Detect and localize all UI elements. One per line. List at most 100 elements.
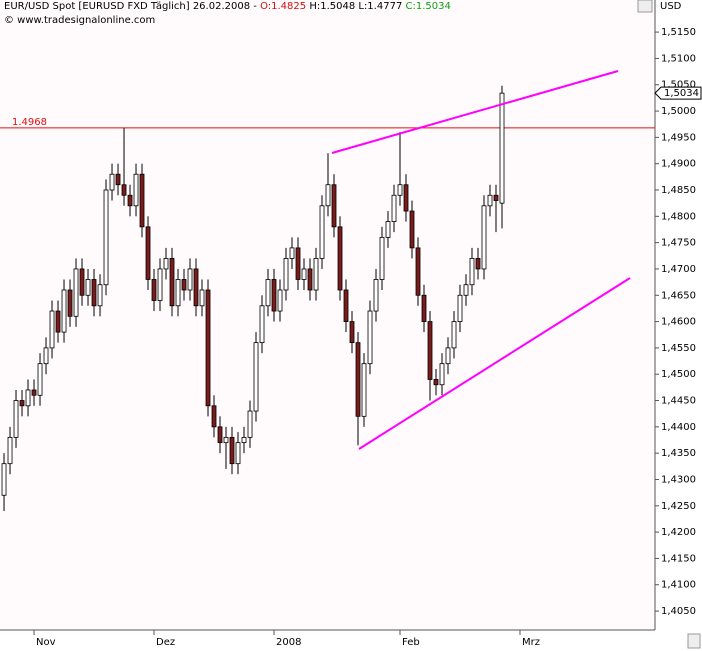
candle-body: [445, 347, 451, 365]
candle-body: [193, 268, 199, 307]
candle-body: [403, 184, 409, 212]
y-tick-label: 1,4900: [661, 159, 696, 170]
candle-body: [25, 389, 31, 407]
chart-title: EUR/USD Spot [EURUSD FXD Täglich] 26.02.…: [4, 1, 451, 12]
y-tick-label: 1,4700: [661, 264, 696, 275]
candle-body: [205, 289, 211, 407]
y-tick-label: 1,5150: [661, 27, 696, 38]
candle-body: [79, 268, 85, 296]
candle-body: [31, 389, 37, 396]
x-tick-label: Feb: [402, 637, 420, 648]
candle-body: [163, 258, 169, 270]
y-tick-label: 1,4450: [661, 396, 696, 407]
candle-body: [325, 184, 331, 207]
candle-body: [241, 436, 247, 444]
x-tick-label: Nov: [36, 637, 56, 648]
button[interactable]: [637, 0, 653, 13]
title: EUR/USD Spot [EURUSD FXD Täglich] 26.02.…: [4, 1, 257, 12]
candle-body: [139, 173, 145, 228]
candle-body: [295, 247, 301, 280]
candle-body: [55, 310, 61, 333]
candle-body: [499, 92, 505, 204]
last-price-label: 1,5034: [664, 88, 699, 99]
y-axis-panel: [655, 0, 702, 651]
candle-body: [379, 236, 385, 280]
candle-body: [61, 289, 67, 333]
candle-body: [319, 205, 325, 259]
y-tick-label: 1,4050: [661, 606, 696, 617]
y-tick-label: 1,4800: [661, 211, 696, 222]
y-tick-label: 1,4200: [661, 527, 696, 538]
candle-body: [187, 268, 193, 291]
candle-body: [283, 258, 289, 291]
level-label: 1.4968: [12, 117, 47, 128]
y-tick-label: 1,4300: [661, 474, 696, 485]
y-tick-label: 1,4950: [661, 132, 696, 143]
y-tick-label: 1,4250: [661, 501, 696, 512]
candle-body: [211, 405, 217, 428]
y-tick-label: 1,5100: [661, 53, 696, 64]
candle-body: [301, 268, 307, 280]
x-tick-label: Mrz: [522, 637, 540, 648]
candle-body: [277, 289, 283, 312]
candle-body: [391, 194, 397, 222]
candle-body: [361, 363, 367, 417]
candle-body: [157, 268, 163, 301]
candle-body: [457, 294, 463, 322]
candle-body: [43, 347, 49, 365]
trend-line: [358, 277, 631, 450]
x-tick-label: 2008: [276, 637, 301, 648]
button[interactable]: [687, 633, 701, 649]
x-axis-panel: [0, 630, 655, 651]
candle-body: [19, 400, 25, 407]
y-tick-label: 1,5000: [661, 106, 696, 117]
candle-body: [253, 342, 259, 412]
candle-body: [97, 284, 103, 307]
candle-body: [37, 363, 43, 396]
candle-body: [421, 294, 427, 322]
candle-body: [385, 221, 391, 238]
candle-body: [433, 379, 439, 386]
y-tick-label: 1,4400: [661, 422, 696, 433]
candle-body: [427, 321, 433, 380]
candle-body: [103, 189, 109, 286]
candle-body: [247, 410, 253, 438]
candle-body: [397, 184, 403, 196]
candle-body: [199, 289, 205, 307]
candle-body: [343, 289, 349, 322]
candle-body: [67, 289, 73, 317]
candle-body: [223, 436, 229, 444]
candle-body: [355, 342, 361, 417]
y-tick-label: 1,4750: [661, 238, 696, 249]
candle-body: [127, 194, 133, 207]
chart-subtitle: © www.tradesignalonline.com: [4, 15, 155, 26]
candle-body: [439, 363, 445, 386]
y-tick-label: 1,4650: [661, 290, 696, 301]
candle-body: [13, 400, 19, 438]
candle-body: [169, 258, 175, 307]
candle-body: [481, 205, 487, 270]
candle-body: [367, 310, 373, 365]
candle-body: [463, 284, 469, 296]
high-low-values: H:1.5048 L:1.4777: [309, 1, 402, 12]
trend-line: [331, 70, 619, 154]
candle-body: [289, 247, 295, 259]
candle-body: [73, 268, 79, 317]
candle-body: [271, 279, 277, 312]
candle-body: [373, 279, 379, 312]
candle-body: [259, 305, 265, 344]
candle-body: [151, 279, 157, 301]
candle-body: [349, 321, 355, 344]
y-tick-label: 1,5050: [661, 80, 696, 91]
y-tick-label: 1,4100: [661, 580, 696, 591]
candle-body: [175, 279, 181, 307]
y-tick-label: 1,4150: [661, 553, 696, 564]
candle-body: [331, 184, 337, 228]
x-tick-label: Dez: [156, 637, 175, 648]
candle-body: [1, 463, 7, 496]
candle-body: [409, 210, 415, 249]
candle-body: [115, 173, 121, 186]
candle-body: [49, 310, 55, 349]
candle-body: [229, 436, 235, 465]
